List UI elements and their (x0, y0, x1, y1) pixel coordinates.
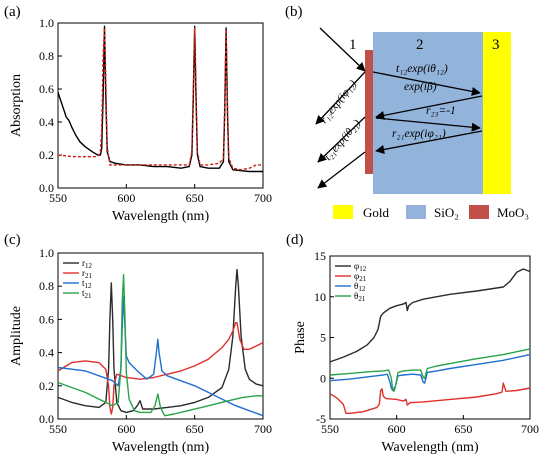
panel-label-c: (c) (4, 232, 21, 248)
x-tick-label: 600 (117, 422, 135, 436)
transmitted-out-ray-arrow-1 (317, 116, 366, 163)
y-tick-label: 1.0 (39, 246, 54, 260)
series-line-2 (57, 27, 263, 171)
y-tick-label: 0 (320, 371, 326, 385)
y-tick-label: 0.2 (39, 148, 54, 162)
x-axis-label: Wavelength (nm) (112, 209, 210, 224)
internal-reflected-ray-arrow (375, 117, 481, 132)
y-tick-label: 0.4 (39, 346, 54, 360)
layer-number-1: 1 (349, 37, 357, 53)
reflected-out-ray-arrow (315, 71, 366, 125)
incident-ray-arrow (319, 27, 366, 72)
legend-label-moo3: MoO₃ (497, 205, 529, 220)
series-line-1 (57, 25, 263, 173)
x-axis-label: Wavelength (nm) (112, 440, 210, 455)
y-tick-label: 0.4 (39, 115, 54, 129)
y-tick-label: -5 (316, 412, 326, 426)
transmitted-out-ray-arrow-2 (317, 151, 366, 189)
series-line-θ21 (329, 348, 531, 392)
y-axis-label: Amplitude (9, 306, 24, 366)
y-axis-label: Absorption (9, 74, 24, 137)
series-line-r12 (57, 268, 264, 414)
y-tick-label: 0.2 (39, 379, 54, 393)
layer-number-3: 3 (492, 37, 500, 53)
y-tick-label: 0.0 (39, 412, 54, 426)
legend-label: t12 (82, 278, 92, 290)
second-return-ray-arrow (375, 130, 483, 154)
x-tick-label: 700 (254, 422, 272, 436)
y-tick-label: 15 (314, 249, 326, 263)
amplitude-chart: 550 600 650 700 0.0 0.2 0.4 0.6 0.8 1.0 Wavelength… (9, 246, 272, 455)
x-tick-label: 550 (49, 422, 67, 436)
legend-swatch-moo3 (469, 205, 489, 219)
x-tick-label: 550 (49, 191, 67, 205)
label-r21: r₂₁exp(iφ₂₁) (392, 128, 446, 140)
layer-diagram: 1 2 3 t₁₂exp(iθ₁₂) exp(iβ) r₂₃=-1 r₂₁exp… (315, 27, 529, 220)
phase-chart: 550 600 650 700 -5 0 5 10 15 Wavelength (nm) Phase… (293, 249, 539, 455)
moo3-layer (365, 50, 373, 174)
transmitted-ray-arrow (372, 71, 481, 96)
label-phase: exp(iβ) (404, 81, 437, 93)
x-tick-label: 650 (186, 422, 204, 436)
series-line-φ21 (329, 382, 531, 414)
y-tick-label: 1.0 (39, 16, 54, 30)
plot-frame (57, 22, 264, 189)
x-tick-label: 700 (254, 191, 272, 205)
legend-label-gold: Gold (363, 205, 390, 220)
legend-label: θ12 (354, 281, 366, 293)
x-tick-label: 600 (388, 422, 406, 436)
x-tick-label: 550 (321, 422, 339, 436)
legend-label-sio2: SiO₂ (434, 205, 459, 220)
legend-swatch-sio2 (406, 205, 426, 219)
y-tick-label: 0.6 (39, 82, 54, 96)
series-line-t21 (57, 273, 263, 417)
panel-label-b: (b) (285, 4, 303, 20)
y-tick-label: 0.8 (39, 49, 54, 63)
gold-layer (483, 32, 511, 194)
y-tick-label: 0.8 (39, 279, 54, 293)
series-line-θ12 (329, 353, 531, 392)
legend-label: r21 (82, 268, 93, 280)
label-r23: r₂₃=-1 (426, 105, 456, 117)
legend-label: θ21 (354, 291, 366, 303)
panel-label-a: (a) (4, 4, 21, 20)
x-tick-label: 700 (521, 422, 539, 436)
x-tick-label: 650 (454, 422, 472, 436)
y-axis-label: Phase (293, 321, 308, 354)
x-tick-label: 600 (117, 191, 135, 205)
layer-number-2: 2 (416, 37, 424, 53)
gold-reflected-ray-arrow (375, 95, 483, 120)
series-line-r21 (57, 322, 264, 415)
y-tick-label: 0.6 (39, 312, 54, 326)
y-tick-label: 10 (314, 290, 326, 304)
legend-label: t21 (82, 288, 92, 300)
x-axis-label: Wavelength (nm) (381, 440, 479, 455)
series-line-t12 (57, 295, 264, 417)
legend-label: r12 (82, 258, 93, 270)
legend-swatch-gold (333, 205, 353, 219)
legend-label: φ12 (354, 261, 367, 273)
x-tick-label: 650 (186, 191, 204, 205)
panel-label-d: (d) (286, 232, 304, 248)
y-tick-label: 5 (320, 331, 326, 345)
legend-label: φ21 (354, 271, 367, 283)
sio2-layer (373, 32, 483, 194)
series-line-φ12 (329, 268, 531, 363)
label-t12: t₁₂exp(iθ₁₂) (396, 63, 448, 75)
y-tick-label: 0.0 (39, 181, 54, 195)
plot-frame (57, 252, 264, 420)
absorption-chart: 550 600 650 700 0.0 0.2 0.4 0.6 0.8 1.0 Wavelength… (9, 16, 272, 224)
